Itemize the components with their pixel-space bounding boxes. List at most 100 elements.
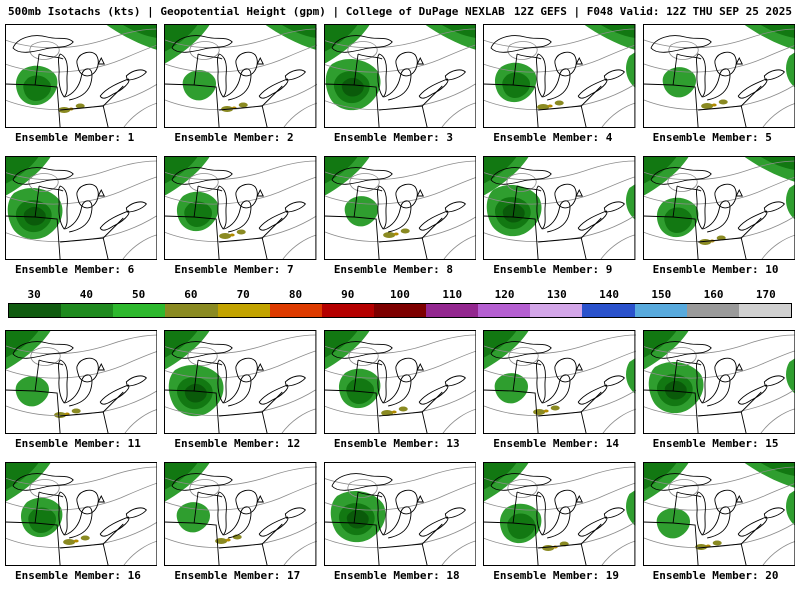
colorbar-tick-label: 90 — [341, 288, 355, 301]
ensemble-member-label: Ensemble Member: 13 — [333, 437, 460, 450]
colorbar-segment — [373, 304, 427, 317]
great-lakes-map-svg — [5, 156, 158, 260]
ensemble-map-thumbnail[interactable] — [642, 24, 796, 128]
ensemble-panel-6[interactable]: Ensemble Member: 6 — [5, 156, 158, 276]
ensemble-map-thumbnail[interactable] — [164, 462, 317, 566]
ensemble-map-thumbnail[interactable] — [164, 330, 317, 434]
ensemble-panel-19[interactable]: Ensemble Member: 19 — [483, 462, 636, 582]
ensemble-map-thumbnail[interactable] — [483, 330, 636, 434]
great-lakes-map-svg — [5, 462, 158, 566]
ensemble-panel-7[interactable]: Ensemble Member: 7 — [164, 156, 317, 276]
colorbar-tick-label: 160 — [703, 288, 724, 301]
ensemble-map-thumbnail[interactable] — [323, 462, 477, 566]
ensemble-panel-13[interactable]: Ensemble Member: 13 — [323, 330, 477, 450]
ensemble-member-label: Ensemble Member: 1 — [15, 131, 135, 144]
ensemble-map-thumbnail[interactable] — [323, 330, 477, 434]
colorbar-segment — [634, 304, 687, 317]
colorbar-tick-label: 70 — [236, 288, 250, 301]
great-lakes-map-svg — [5, 330, 158, 434]
great-lakes-map-svg — [642, 24, 796, 128]
colorbar-tick-label: 80 — [288, 288, 303, 301]
ensemble-panel-2[interactable]: Ensemble Member: 2 — [164, 24, 317, 144]
great-lakes-map-svg — [483, 462, 636, 566]
ensemble-panel-18[interactable]: Ensemble Member: 18 — [323, 462, 477, 582]
ensemble-member-label: Ensemble Member: 11 — [15, 437, 141, 450]
ensemble-map-thumbnail[interactable] — [164, 156, 317, 260]
title-bar: 500mb Isotachs (kts) | Geopotential Heig… — [0, 0, 800, 24]
ensemble-panels-grid: Ensemble Member: 1 Ensemble Member: 2 Ense… — [0, 24, 800, 582]
ensemble-row: Ensemble Member: 6 Ensemble Member: 7 Ense… — [0, 156, 800, 276]
ensemble-panel-4[interactable]: Ensemble Member: 4 — [483, 24, 636, 144]
colorbar-segment — [321, 304, 374, 317]
ensemble-panel-10[interactable]: Ensemble Member: 10 — [642, 156, 796, 276]
great-lakes-map-svg — [483, 330, 636, 434]
colorbar-tick-label: 170 — [755, 288, 776, 301]
ensemble-map-thumbnail[interactable] — [323, 24, 477, 128]
ensemble-panel-3[interactable]: Ensemble Member: 3 — [323, 24, 477, 144]
ensemble-panel-16[interactable]: Ensemble Member: 16 — [5, 462, 158, 582]
ensemble-member-label: Ensemble Member: 9 — [493, 263, 613, 276]
colorbar-segment — [165, 304, 218, 317]
ensemble-member-label: Ensemble Member: 2 — [174, 131, 294, 144]
great-lakes-map-svg — [323, 330, 477, 434]
ensemble-panel-1[interactable]: Ensemble Member: 1 — [5, 24, 158, 144]
ensemble-panel-14[interactable]: Ensemble Member: 14 — [483, 330, 636, 450]
ensemble-panel-8[interactable]: Ensemble Member: 8 — [323, 156, 477, 276]
ensemble-panel-12[interactable]: Ensemble Member: 12 — [164, 330, 317, 450]
great-lakes-map-svg — [483, 24, 636, 128]
ensemble-row: Ensemble Member: 16 Ensemble Member: 17 En… — [0, 462, 800, 582]
colorbar-tick-label: 120 — [494, 288, 515, 301]
colorbar-tick-label: 40 — [79, 288, 94, 301]
colorbar-segment — [426, 304, 479, 317]
ensemble-map-thumbnail[interactable] — [483, 462, 636, 566]
colorbar-segment — [217, 304, 270, 317]
ensemble-member-label: Ensemble Member: 16 — [15, 569, 141, 582]
ensemble-panel-20[interactable]: Ensemble Member: 20 — [642, 462, 796, 582]
colorbar-tick-label: 150 — [651, 288, 672, 301]
ensemble-member-label: Ensemble Member: 18 — [333, 569, 460, 582]
great-lakes-map-svg — [5, 24, 158, 128]
great-lakes-map-svg — [323, 462, 477, 566]
ensemble-map-thumbnail[interactable] — [164, 24, 317, 128]
colorbar-tick-label: 30 — [27, 288, 41, 301]
great-lakes-map-svg — [642, 156, 796, 260]
colorbar-segment — [530, 304, 583, 317]
colorbar-segment — [113, 304, 166, 317]
ensemble-row: Ensemble Member: 1 Ensemble Member: 2 Ense… — [0, 24, 800, 144]
ensemble-member-label: Ensemble Member: 20 — [652, 569, 779, 582]
great-lakes-map-svg — [164, 156, 317, 260]
ensemble-map-thumbnail[interactable] — [5, 24, 158, 128]
ensemble-map-thumbnail[interactable] — [5, 330, 158, 434]
ensemble-panel-9[interactable]: Ensemble Member: 9 — [483, 156, 636, 276]
colorbar-segment — [686, 304, 739, 317]
ensemble-panel-5[interactable]: Ensemble Member: 5 — [642, 24, 796, 144]
ensemble-map-thumbnail[interactable] — [323, 156, 477, 260]
colorbar-tick-label: 100 — [390, 288, 410, 301]
ensemble-map-thumbnail[interactable] — [5, 462, 158, 566]
great-lakes-map-svg — [642, 330, 796, 434]
colorbar-segment — [478, 304, 531, 317]
colorbar-segment — [61, 304, 114, 317]
ensemble-member-label: Ensemble Member: 5 — [652, 131, 772, 144]
colorbar-tick-label: 50 — [132, 288, 146, 301]
ensemble-panel-15[interactable]: Ensemble Member: 15 — [642, 330, 796, 450]
ensemble-member-label: Ensemble Member: 14 — [493, 437, 620, 450]
ensemble-member-label: Ensemble Member: 4 — [493, 131, 613, 144]
great-lakes-map-svg — [164, 330, 317, 434]
great-lakes-map-svg — [164, 462, 317, 566]
ensemble-map-thumbnail[interactable] — [642, 156, 796, 260]
ensemble-map-thumbnail[interactable] — [642, 462, 796, 566]
ensemble-member-label: Ensemble Member: 3 — [333, 131, 454, 144]
ensemble-map-thumbnail[interactable] — [483, 156, 636, 260]
ensemble-map-thumbnail[interactable] — [5, 156, 158, 260]
ensemble-panel-11[interactable]: Ensemble Member: 11 — [5, 330, 158, 450]
colorbar-tick-labels: 30 40 50 60 70 80 90 100 110 120 130 140 150 160 170 — [8, 288, 792, 303]
colorbar-segment — [269, 304, 322, 317]
ensemble-map-thumbnail[interactable] — [642, 330, 796, 434]
colorbar-segment — [738, 304, 791, 317]
isotach-colorbar: 30 40 50 60 70 80 90 100 110 120 130 140 150 160 170 — [8, 288, 792, 318]
ensemble-map-thumbnail[interactable] — [483, 24, 636, 128]
ensemble-member-label: Ensemble Member: 7 — [174, 263, 294, 276]
ensemble-panel-17[interactable]: Ensemble Member: 17 — [164, 462, 317, 582]
colorbar-segment — [9, 304, 62, 317]
